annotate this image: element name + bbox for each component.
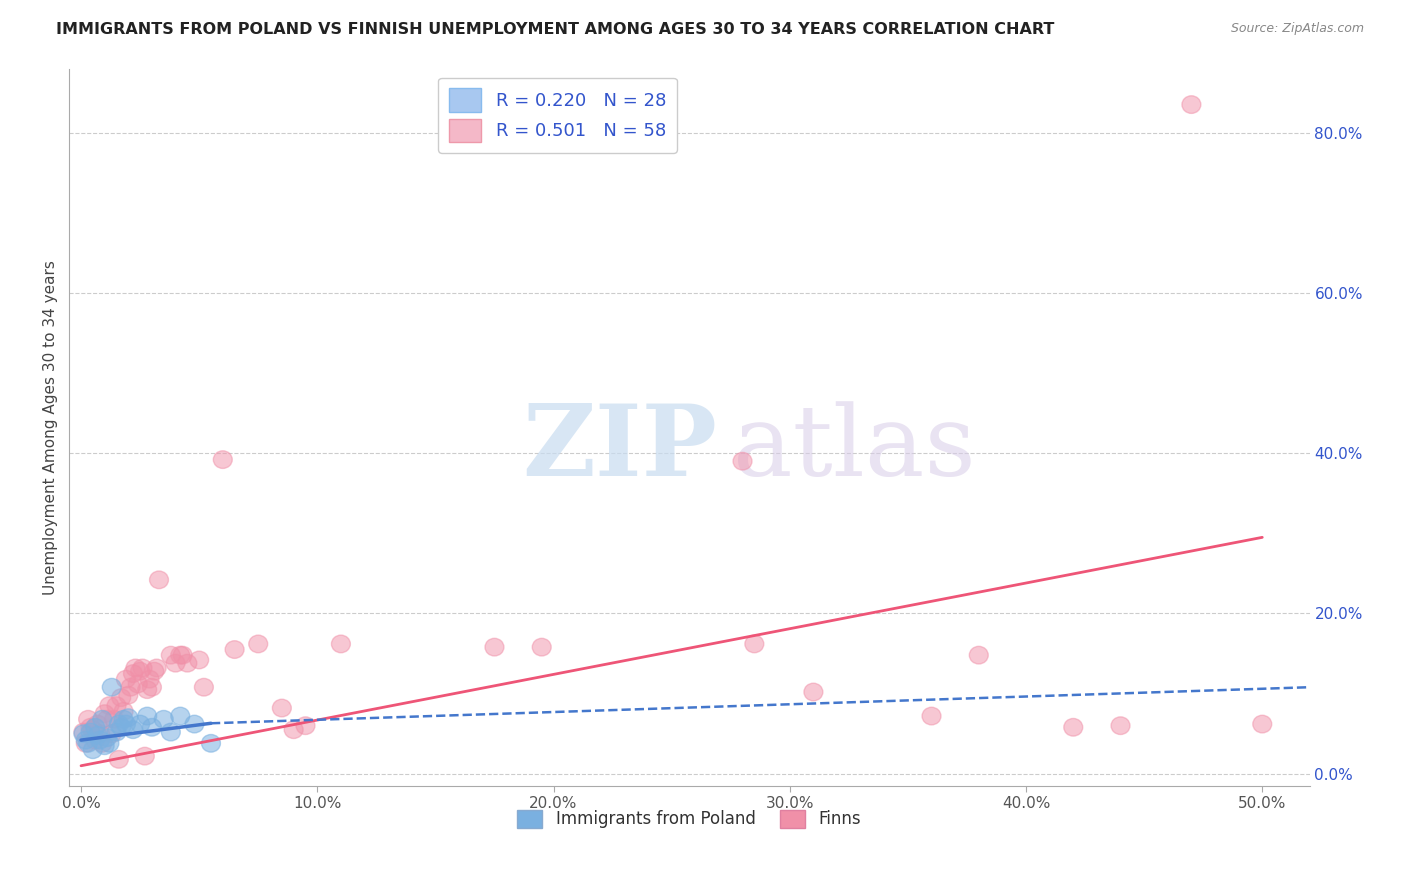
Ellipse shape: [83, 741, 103, 758]
Ellipse shape: [273, 699, 291, 717]
Ellipse shape: [114, 702, 134, 720]
Ellipse shape: [745, 635, 763, 653]
Ellipse shape: [90, 725, 110, 742]
Ellipse shape: [284, 721, 304, 739]
Ellipse shape: [173, 647, 193, 664]
Ellipse shape: [131, 663, 149, 680]
Ellipse shape: [166, 655, 186, 672]
Ellipse shape: [179, 655, 197, 672]
Ellipse shape: [170, 647, 190, 664]
Ellipse shape: [90, 731, 110, 749]
Ellipse shape: [134, 659, 152, 677]
Ellipse shape: [107, 697, 127, 714]
Ellipse shape: [82, 718, 100, 736]
Ellipse shape: [76, 731, 96, 749]
Ellipse shape: [110, 750, 128, 768]
Ellipse shape: [93, 710, 111, 728]
Text: ZIP: ZIP: [522, 401, 717, 497]
Ellipse shape: [89, 715, 107, 733]
Ellipse shape: [1253, 715, 1271, 733]
Ellipse shape: [138, 707, 156, 725]
Ellipse shape: [804, 683, 823, 701]
Ellipse shape: [103, 725, 121, 742]
Ellipse shape: [131, 715, 149, 733]
Ellipse shape: [114, 710, 134, 728]
Ellipse shape: [162, 723, 180, 741]
Ellipse shape: [117, 671, 135, 688]
Ellipse shape: [138, 681, 156, 698]
Ellipse shape: [162, 647, 180, 664]
Ellipse shape: [128, 675, 148, 693]
Text: atlas: atlas: [733, 401, 976, 497]
Ellipse shape: [120, 687, 138, 704]
Ellipse shape: [79, 734, 97, 752]
Ellipse shape: [142, 718, 162, 736]
Ellipse shape: [104, 710, 124, 728]
Y-axis label: Unemployment Among Ages 30 to 34 years: Unemployment Among Ages 30 to 34 years: [44, 260, 58, 595]
Ellipse shape: [76, 734, 96, 752]
Ellipse shape: [96, 705, 114, 723]
Ellipse shape: [111, 689, 131, 706]
Ellipse shape: [96, 737, 114, 755]
Ellipse shape: [297, 717, 315, 734]
Ellipse shape: [100, 697, 120, 714]
Ellipse shape: [1182, 95, 1201, 113]
Ellipse shape: [733, 452, 752, 470]
Ellipse shape: [86, 718, 104, 736]
Ellipse shape: [121, 679, 141, 696]
Ellipse shape: [155, 710, 173, 728]
Ellipse shape: [86, 731, 104, 749]
Ellipse shape: [117, 715, 135, 733]
Ellipse shape: [93, 734, 111, 752]
Ellipse shape: [148, 659, 166, 677]
Ellipse shape: [124, 721, 142, 739]
Ellipse shape: [127, 659, 145, 677]
Text: Source: ZipAtlas.com: Source: ZipAtlas.com: [1230, 22, 1364, 36]
Ellipse shape: [120, 709, 138, 726]
Ellipse shape: [485, 639, 503, 656]
Ellipse shape: [922, 707, 941, 725]
Ellipse shape: [225, 640, 245, 658]
Ellipse shape: [124, 665, 142, 682]
Ellipse shape: [82, 723, 100, 741]
Ellipse shape: [170, 707, 190, 725]
Ellipse shape: [110, 715, 128, 733]
Ellipse shape: [103, 679, 121, 696]
Ellipse shape: [145, 663, 163, 680]
Ellipse shape: [149, 571, 169, 589]
Ellipse shape: [75, 725, 93, 742]
Ellipse shape: [186, 715, 204, 733]
Ellipse shape: [135, 747, 155, 765]
Ellipse shape: [141, 671, 159, 688]
Ellipse shape: [533, 639, 551, 656]
Ellipse shape: [83, 721, 103, 739]
Ellipse shape: [194, 679, 214, 696]
Ellipse shape: [190, 651, 208, 669]
Ellipse shape: [969, 647, 988, 664]
Ellipse shape: [332, 635, 350, 653]
Ellipse shape: [249, 635, 267, 653]
Ellipse shape: [142, 679, 162, 696]
Ellipse shape: [97, 729, 117, 747]
Ellipse shape: [214, 450, 232, 468]
Ellipse shape: [1111, 717, 1130, 734]
Ellipse shape: [201, 734, 221, 752]
Ellipse shape: [1064, 718, 1083, 736]
Ellipse shape: [97, 710, 117, 728]
Legend: Immigrants from Poland, Finns: Immigrants from Poland, Finns: [510, 803, 868, 835]
Ellipse shape: [111, 718, 131, 736]
Ellipse shape: [89, 726, 107, 744]
Text: IMMIGRANTS FROM POLAND VS FINNISH UNEMPLOYMENT AMONG AGES 30 TO 34 YEARS CORRELA: IMMIGRANTS FROM POLAND VS FINNISH UNEMPL…: [56, 22, 1054, 37]
Ellipse shape: [107, 723, 127, 741]
Ellipse shape: [75, 723, 93, 741]
Ellipse shape: [100, 734, 120, 752]
Ellipse shape: [79, 710, 97, 728]
